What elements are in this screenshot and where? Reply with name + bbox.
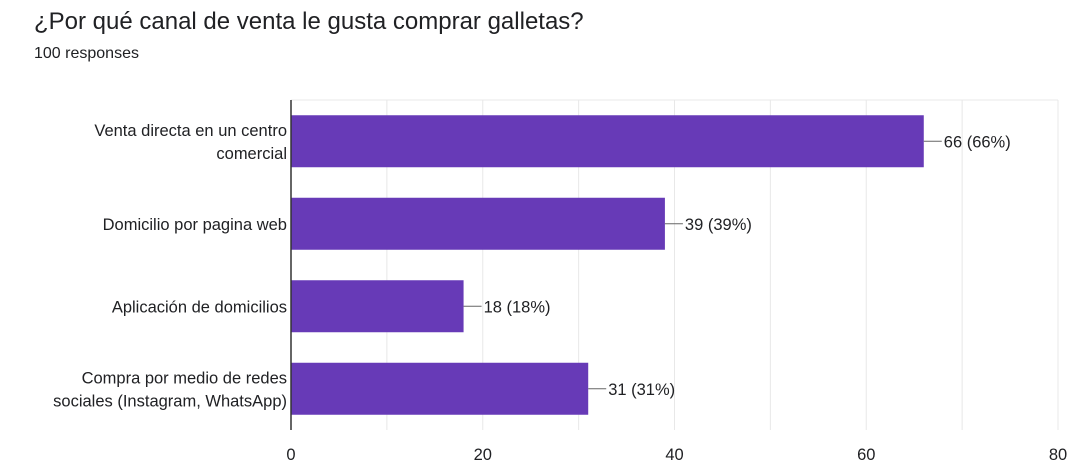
x-tick-label: 80 [1049,446,1067,461]
category-label: Compra por medio de redes [82,369,287,387]
bar [291,280,464,333]
bar [291,115,924,168]
x-tick-label: 40 [665,446,683,461]
data-label: 39 (39%) [685,216,752,234]
category-label: Venta directa en un centro [94,122,287,140]
data-label: 31 (31%) [608,381,675,399]
data-label: 66 (66%) [944,133,1011,151]
category-label: comercial [216,145,287,163]
x-tick-label: 20 [474,446,492,461]
bar [291,197,665,250]
data-label: 18 (18%) [484,298,551,316]
x-tick-label: 60 [857,446,875,461]
category-label: Domicilio por pagina web [103,216,287,234]
chart-title: ¿Por qué canal de venta le gusta comprar… [34,8,584,35]
category-label: Aplicación de domicilios [112,298,287,316]
response-count: 100 responses [34,45,139,62]
category-label: sociales (Instagram, WhatsApp) [53,392,287,410]
x-tick-label: 0 [286,446,295,461]
bar [291,362,589,415]
